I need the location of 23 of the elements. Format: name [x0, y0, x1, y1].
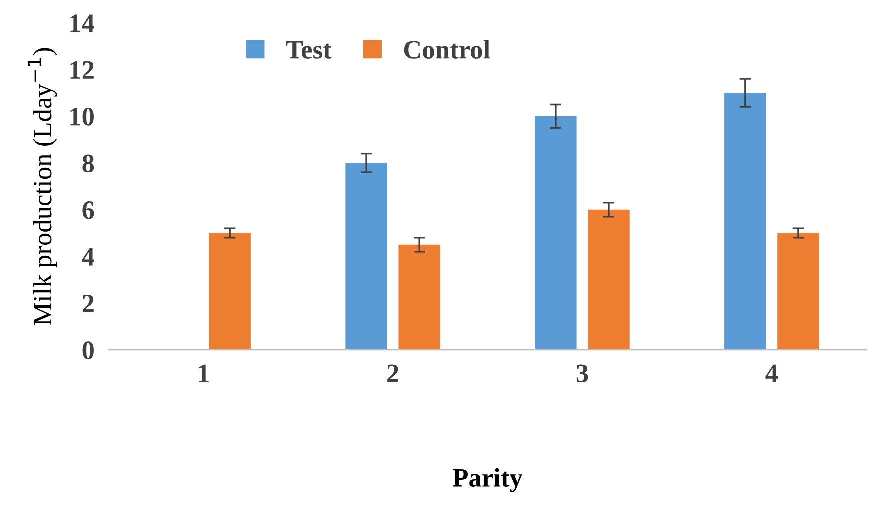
- y-tick-label: 2: [82, 294, 94, 312]
- x-tick-label: 2: [388, 364, 398, 382]
- y-tick-label: 12: [70, 61, 94, 79]
- x-tick-label: 1: [199, 364, 209, 382]
- y-axis-title: Milk production (Lday$^{−1}$): [28, 48, 58, 326]
- bar: [346, 163, 388, 350]
- y-tick-label: 8: [82, 154, 94, 173]
- y-tick-label: 0: [82, 342, 94, 360]
- y-tick-label: 14: [70, 14, 94, 32]
- bar: [209, 233, 251, 350]
- bar: [778, 233, 820, 350]
- bar: [724, 93, 766, 350]
- legend-label: Control: [404, 40, 490, 59]
- y-tick-label: 10: [70, 108, 94, 126]
- x-tick-label: 3: [576, 364, 588, 382]
- y-tick-label: 6: [82, 202, 94, 220]
- x-axis-title: Parity: [453, 468, 523, 492]
- bar: [398, 244, 440, 350]
- bar: [588, 210, 630, 350]
- x-tick-label: 4: [766, 364, 778, 382]
- y-tick-label: 4: [82, 248, 94, 266]
- legend-label: Test: [286, 41, 332, 59]
- bar: [535, 116, 577, 350]
